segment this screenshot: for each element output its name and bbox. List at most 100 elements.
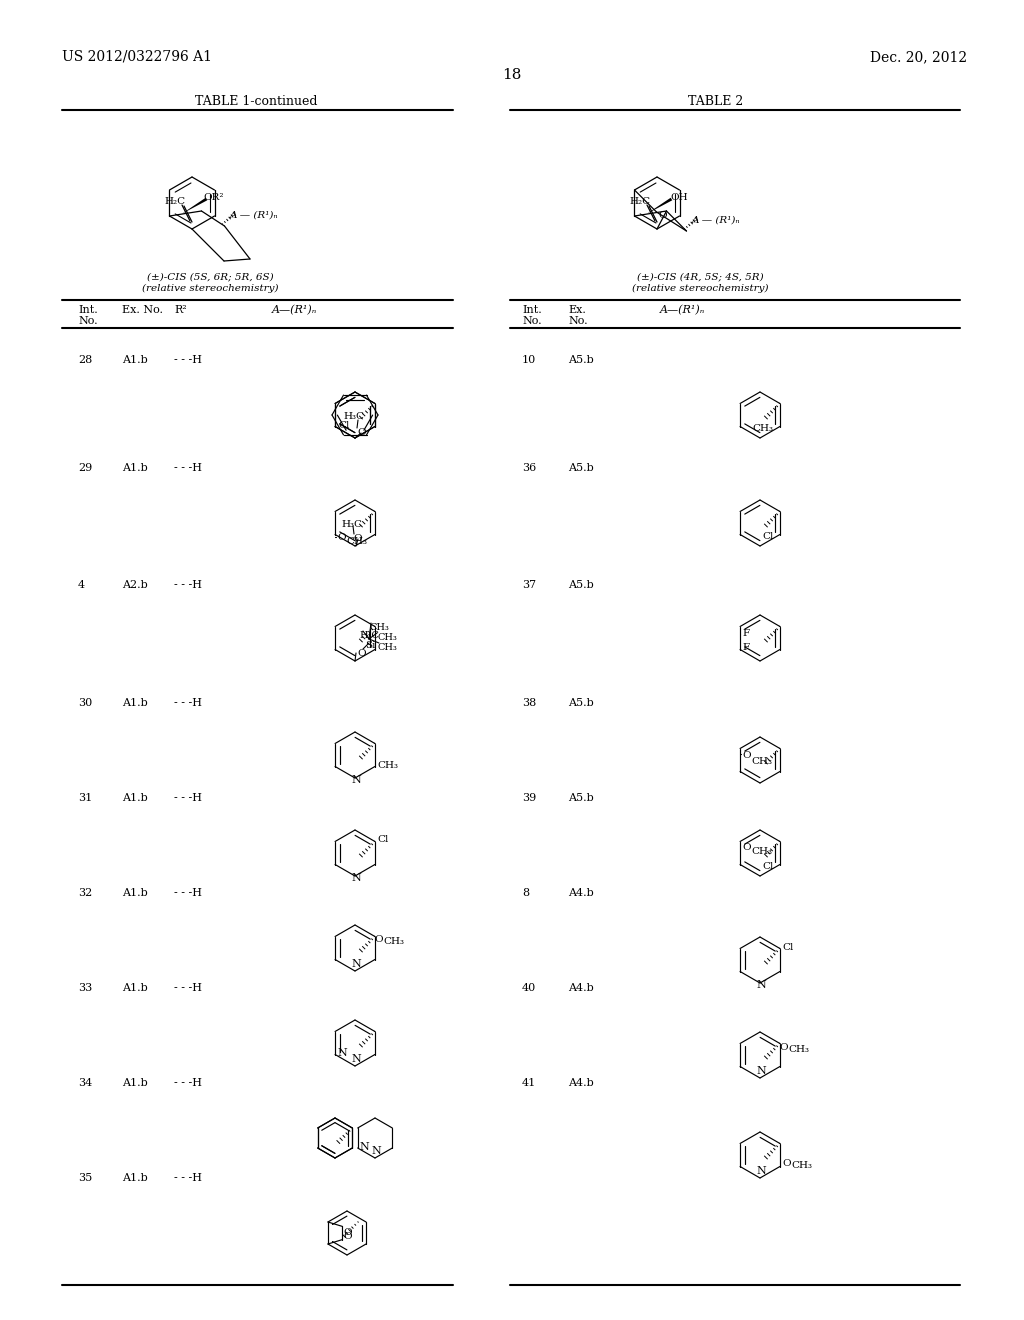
Text: Cl: Cl — [782, 942, 794, 952]
Text: - - -H: - - -H — [174, 1078, 202, 1088]
Text: A5.b: A5.b — [568, 698, 594, 708]
Text: A4.b: A4.b — [568, 888, 594, 898]
Text: Cl: Cl — [762, 862, 773, 871]
Text: H₃C: H₃C — [359, 631, 379, 640]
Text: R²: R² — [174, 305, 186, 315]
Text: N: N — [371, 1146, 381, 1156]
Text: O: O — [782, 1159, 791, 1167]
Text: H₂C: H₂C — [164, 197, 185, 206]
Text: O: O — [353, 535, 361, 543]
Text: Cl: Cl — [762, 532, 773, 541]
Text: CH₃: CH₃ — [751, 756, 772, 766]
Text: O: O — [357, 649, 366, 657]
Text: - - -H: - - -H — [174, 983, 202, 993]
Text: A2.b: A2.b — [122, 579, 147, 590]
Text: O: O — [779, 1043, 787, 1052]
Text: No.: No. — [78, 315, 97, 326]
Text: F: F — [742, 644, 750, 652]
Text: A5.b: A5.b — [568, 463, 594, 473]
Text: No.: No. — [568, 315, 588, 326]
Text: N: N — [756, 1067, 766, 1076]
Text: 38: 38 — [522, 698, 537, 708]
Text: A1.b: A1.b — [122, 698, 147, 708]
Text: 28: 28 — [78, 355, 92, 366]
Text: F: F — [742, 628, 750, 638]
Text: A4.b: A4.b — [568, 983, 594, 993]
Text: US 2012/0322796 A1: US 2012/0322796 A1 — [62, 50, 212, 63]
Text: - - -H: - - -H — [174, 463, 202, 473]
Text: Cl: Cl — [377, 836, 388, 845]
Text: 35: 35 — [78, 1173, 92, 1183]
Text: A — (R¹)ₙ: A — (R¹)ₙ — [229, 211, 279, 220]
Text: (±)-CIS (4R, 5S; 4S, 5R): (±)-CIS (4R, 5S; 4S, 5R) — [637, 272, 763, 281]
Text: 10: 10 — [522, 355, 537, 366]
Text: CH₃: CH₃ — [752, 424, 773, 433]
Text: - - -H: - - -H — [174, 579, 202, 590]
Text: CH₃: CH₃ — [791, 1160, 812, 1170]
Text: N: N — [756, 1166, 766, 1176]
Text: Int.: Int. — [78, 305, 97, 315]
Text: - - -H: - - -H — [174, 355, 202, 366]
Text: CH₃: CH₃ — [377, 643, 397, 652]
Text: CH₃: CH₃ — [346, 536, 367, 545]
Text: O: O — [357, 428, 366, 437]
Text: 32: 32 — [78, 888, 92, 898]
Text: CH₃: CH₃ — [377, 760, 398, 770]
Text: - - -H: - - -H — [174, 888, 202, 898]
Text: A1.b: A1.b — [122, 983, 147, 993]
Text: (±)-CIS (5S, 6R; 5R, 6S): (±)-CIS (5S, 6R; 5R, 6S) — [146, 272, 273, 281]
Text: H₃C: H₃C — [343, 412, 364, 421]
Text: O: O — [658, 211, 667, 220]
Text: N: N — [359, 1142, 370, 1152]
Text: O: O — [742, 751, 751, 759]
Text: 30: 30 — [78, 698, 92, 708]
Text: 34: 34 — [78, 1078, 92, 1088]
Text: 33: 33 — [78, 983, 92, 993]
Text: - - -H: - - -H — [174, 793, 202, 803]
Text: O: O — [374, 936, 383, 945]
Text: A1.b: A1.b — [122, 1173, 147, 1183]
Text: 39: 39 — [522, 793, 537, 803]
Text: 40: 40 — [522, 983, 537, 993]
Text: A—(R¹)ₙ: A—(R¹)ₙ — [272, 305, 317, 315]
Text: A5.b: A5.b — [568, 355, 594, 366]
Text: A1.b: A1.b — [122, 463, 147, 473]
Text: Si: Si — [365, 642, 376, 649]
Text: A1.b: A1.b — [122, 888, 147, 898]
Text: 18: 18 — [503, 69, 521, 82]
Text: Ex. No.: Ex. No. — [122, 305, 163, 315]
Text: A5.b: A5.b — [568, 579, 594, 590]
Text: A1.b: A1.b — [122, 793, 147, 803]
Text: No.: No. — [522, 315, 542, 326]
Text: A — (R¹)ₙ: A — (R¹)ₙ — [691, 216, 740, 224]
Text: N: N — [351, 960, 360, 969]
Text: N: N — [351, 873, 360, 883]
Text: CH₃: CH₃ — [787, 1044, 809, 1053]
Text: Dec. 20, 2012: Dec. 20, 2012 — [870, 50, 967, 63]
Text: N: N — [337, 1048, 347, 1059]
Text: 36: 36 — [522, 463, 537, 473]
Text: 29: 29 — [78, 463, 92, 473]
Text: Cl: Cl — [338, 421, 349, 430]
Text: OR²: OR² — [204, 193, 224, 202]
Text: CH₃: CH₃ — [377, 634, 397, 642]
Text: O: O — [343, 1232, 352, 1241]
Text: O: O — [337, 532, 346, 541]
Text: TABLE 1-continued: TABLE 1-continued — [195, 95, 317, 108]
Text: 37: 37 — [522, 579, 537, 590]
Text: (relative stereochemistry): (relative stereochemistry) — [141, 284, 279, 293]
Text: H₂C: H₂C — [629, 197, 650, 206]
Text: - - -H: - - -H — [174, 1173, 202, 1183]
Polygon shape — [181, 198, 207, 214]
Text: A4.b: A4.b — [568, 1078, 594, 1088]
Text: 41: 41 — [522, 1078, 537, 1088]
Text: N: N — [351, 775, 360, 785]
Text: 4: 4 — [78, 579, 85, 590]
Text: (relative stereochemistry): (relative stereochemistry) — [632, 284, 768, 293]
Text: A5.b: A5.b — [568, 793, 594, 803]
Text: 8: 8 — [522, 888, 529, 898]
Text: N: N — [756, 979, 766, 990]
Text: Ex.: Ex. — [568, 305, 586, 315]
Text: O: O — [742, 843, 751, 853]
Text: O: O — [343, 1229, 352, 1237]
